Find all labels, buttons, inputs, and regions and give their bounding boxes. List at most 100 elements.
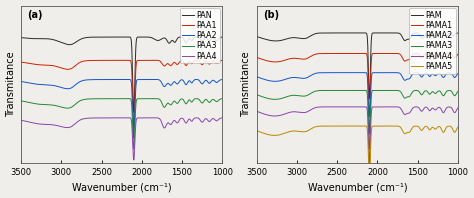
PAM: [383, 32, 389, 34]
PAA4: [184, 120, 190, 123]
PAA4: [44, 123, 49, 126]
PAA3: [18, 100, 24, 102]
PAMA3: [366, 148, 372, 150]
PAMA1: [369, 53, 375, 56]
PAMA2: [254, 76, 260, 78]
PAMA4: [369, 107, 375, 109]
PAM: [455, 32, 461, 34]
PAMA2: [432, 74, 438, 77]
PAMA5: [369, 126, 375, 128]
Line: PAA2: PAA2: [21, 80, 222, 138]
PAMA5: [378, 125, 383, 127]
PAA2: [18, 80, 24, 83]
PAA3: [219, 97, 225, 100]
PAA2: [134, 81, 139, 83]
PAMA5: [383, 125, 388, 127]
PAM: [366, 97, 372, 100]
PAMA2: [369, 72, 375, 75]
PAA1: [219, 59, 225, 62]
PAN: [44, 38, 49, 40]
PAMA3: [383, 89, 389, 92]
PAA2: [219, 78, 225, 81]
PAA2: [147, 78, 153, 81]
PAN: [197, 37, 202, 39]
PAA3: [197, 99, 202, 101]
PAA4: [22, 120, 28, 122]
Line: PAN: PAN: [21, 37, 222, 112]
PAMA3: [369, 90, 375, 93]
PAA1: [22, 61, 28, 64]
PAA1: [147, 59, 153, 62]
PAMA1: [279, 60, 285, 62]
Line: PAMA2: PAMA2: [257, 73, 458, 134]
PAMA4: [432, 109, 438, 111]
PAMA3: [378, 89, 383, 92]
PAA1: [134, 62, 139, 64]
Text: (b): (b): [263, 10, 279, 20]
Line: PAA1: PAA1: [21, 60, 222, 127]
Y-axis label: Transmitance: Transmitance: [6, 51, 16, 117]
PAMA3: [455, 90, 461, 92]
Line: PAMA4: PAMA4: [257, 107, 458, 163]
PAMA5: [279, 133, 285, 135]
Line: PAM: PAM: [257, 33, 458, 99]
PAMA2: [378, 71, 383, 74]
PAA4: [147, 117, 153, 119]
PAMA1: [378, 52, 383, 55]
PAA2: [131, 137, 137, 139]
PAM: [420, 37, 426, 39]
PAMA3: [420, 92, 426, 95]
PAM: [258, 37, 264, 39]
PAM: [254, 35, 260, 38]
PAMA1: [254, 56, 260, 59]
PAA1: [184, 63, 190, 65]
Legend: PAN, PAA1, PAA2, PAA3, PAA4: PAN, PAA1, PAA2, PAA3, PAA4: [180, 8, 220, 63]
PAA4: [131, 159, 137, 161]
PAN: [131, 111, 137, 113]
PAN: [134, 38, 139, 41]
PAA4: [197, 118, 202, 120]
PAMA2: [366, 132, 372, 135]
PAMA3: [258, 95, 264, 97]
PAA2: [184, 82, 190, 84]
PAMA4: [378, 106, 383, 108]
PAMA1: [383, 52, 389, 55]
Text: (a): (a): [27, 10, 43, 20]
PAMA1: [455, 53, 461, 55]
PAMA3: [279, 97, 285, 99]
PAMA5: [455, 126, 461, 128]
PAA2: [142, 78, 148, 81]
PAA1: [18, 61, 24, 63]
Line: PAMA1: PAMA1: [257, 53, 458, 117]
PAA4: [219, 117, 225, 119]
PAA1: [197, 60, 202, 63]
PAMA4: [279, 114, 285, 116]
PAMA4: [420, 109, 426, 111]
PAMA2: [258, 77, 264, 79]
PAA2: [44, 84, 49, 86]
PAMA3: [432, 92, 438, 95]
PAA3: [147, 97, 153, 100]
Line: PAMA3: PAMA3: [257, 90, 458, 149]
PAMA1: [258, 58, 264, 60]
PAM: [378, 32, 383, 34]
PAA1: [131, 126, 137, 129]
PAN: [22, 37, 28, 39]
PAMA4: [455, 107, 461, 109]
PAMA2: [383, 71, 389, 74]
PAN: [142, 36, 148, 38]
PAA3: [134, 100, 139, 102]
PAN: [184, 40, 190, 42]
X-axis label: Wavenumber (cm⁻¹): Wavenumber (cm⁻¹): [72, 182, 172, 192]
PAA3: [44, 104, 49, 106]
PAMA5: [366, 179, 372, 181]
PAMA1: [366, 116, 372, 118]
PAMA1: [432, 55, 438, 58]
PAMA5: [432, 128, 438, 130]
PAA3: [184, 101, 190, 104]
Line: PAA4: PAA4: [21, 118, 222, 160]
PAMA3: [254, 93, 260, 96]
PAA1: [142, 59, 148, 62]
PAMA4: [258, 111, 264, 114]
PAA4: [142, 117, 148, 119]
